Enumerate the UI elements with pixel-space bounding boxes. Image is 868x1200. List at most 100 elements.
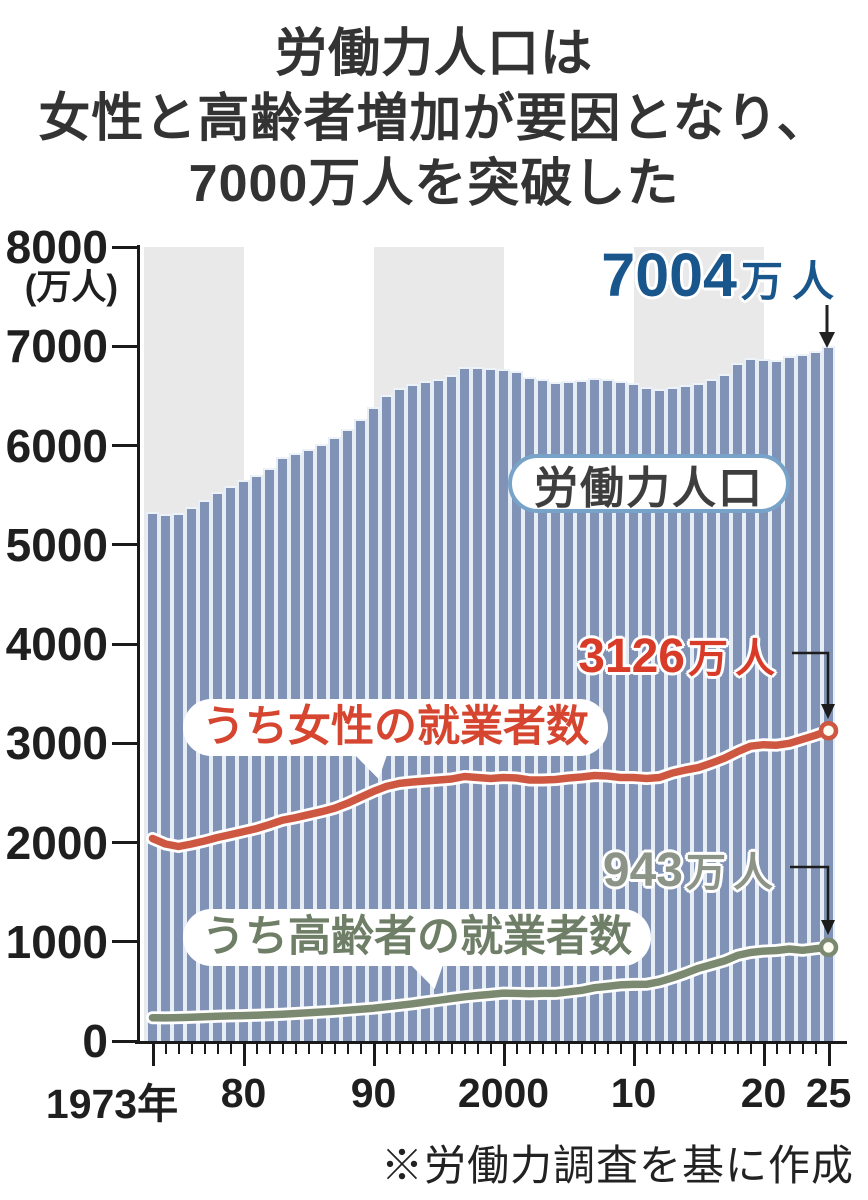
x-axis-tick bbox=[450, 1044, 453, 1054]
labor-force-bar bbox=[757, 359, 770, 1042]
labor-force-bar bbox=[783, 355, 796, 1042]
x-axis-tick bbox=[203, 1044, 206, 1054]
x-axis-tick bbox=[385, 1044, 388, 1054]
x-axis-tick-label: 10 bbox=[610, 1070, 657, 1116]
y-axis-tick-label: 8000 bbox=[5, 221, 108, 273]
x-axis-tick bbox=[593, 1044, 596, 1054]
title-line-2: 女性と高齢者増加が要因となり、 bbox=[38, 90, 830, 148]
peak-value: 7004 bbox=[601, 241, 737, 309]
labor-force-bar bbox=[614, 380, 627, 1042]
x-axis-tick bbox=[619, 1044, 622, 1054]
y-axis-tick bbox=[112, 642, 137, 646]
labor-force-bar bbox=[822, 345, 835, 1042]
y-axis-tick-label: 7000 bbox=[5, 320, 108, 373]
x-axis-tick-label: 90 bbox=[350, 1070, 397, 1116]
labor-force-bar bbox=[146, 512, 159, 1042]
x-axis-tick bbox=[801, 1044, 804, 1054]
x-axis-tick bbox=[697, 1044, 700, 1054]
x-axis-tick bbox=[515, 1044, 518, 1054]
women-value: 3126 bbox=[578, 630, 685, 683]
x-axis-tick bbox=[814, 1044, 817, 1054]
title-line-1: 労働力人口は bbox=[274, 25, 593, 83]
y-axis-tick bbox=[112, 344, 137, 348]
labor-force-bar bbox=[705, 378, 718, 1042]
labor-force-bar bbox=[159, 513, 172, 1042]
labor-force-bar bbox=[809, 350, 822, 1042]
women-series-label: うち女性の就業者数 bbox=[202, 703, 589, 751]
x-axis-tick bbox=[788, 1044, 791, 1054]
x-axis-tick bbox=[827, 1044, 831, 1066]
x-axis-tick bbox=[736, 1044, 739, 1054]
labor-force-bar bbox=[172, 512, 185, 1042]
source-note: ※労働力調査を基に作成 bbox=[380, 1144, 854, 1190]
x-axis-tick bbox=[398, 1044, 401, 1054]
x-axis-tick bbox=[216, 1044, 219, 1054]
elderly-unit: 万人 bbox=[686, 851, 780, 895]
x-axis-tick bbox=[164, 1044, 167, 1054]
x-axis-tick bbox=[554, 1044, 557, 1054]
x-axis-tick bbox=[489, 1044, 492, 1054]
x-axis-tick bbox=[190, 1044, 193, 1054]
x-axis-tick bbox=[177, 1044, 180, 1054]
labor-force-bar bbox=[731, 363, 744, 1042]
x-axis-tick bbox=[541, 1044, 544, 1054]
x-axis-tick bbox=[632, 1044, 636, 1066]
y-axis-tick bbox=[112, 245, 137, 249]
y-axis-tick bbox=[112, 841, 137, 844]
women-series-bubble: うち女性の就業者数 bbox=[183, 699, 608, 756]
y-axis-tick-label: 6000 bbox=[5, 419, 108, 472]
x-axis-tick bbox=[476, 1044, 479, 1054]
x-axis-tick bbox=[281, 1044, 284, 1054]
x-axis-tick bbox=[359, 1044, 362, 1054]
labor-force-bar bbox=[692, 383, 705, 1042]
labor-force-bar bbox=[666, 386, 679, 1042]
x-axis-tick bbox=[606, 1044, 609, 1054]
x-axis-tick bbox=[346, 1044, 349, 1054]
x-axis-tick bbox=[775, 1044, 778, 1054]
x-axis-tick bbox=[671, 1044, 674, 1054]
x-axis-tick bbox=[437, 1044, 440, 1054]
elderly-series-bubble: うち高齢者の就業者数 bbox=[183, 909, 651, 966]
x-axis-tick bbox=[710, 1044, 713, 1054]
y-axis-tick bbox=[112, 741, 137, 745]
labor-force-label-pill: 労働力人口 bbox=[508, 454, 790, 513]
y-axis-tick bbox=[112, 940, 137, 944]
x-axis-tick bbox=[411, 1044, 414, 1054]
labor-force-bar bbox=[744, 357, 757, 1042]
x-axis-tick bbox=[580, 1044, 583, 1054]
x-axis-tick bbox=[424, 1044, 427, 1054]
x-axis-tick-label: 25 bbox=[805, 1070, 852, 1116]
x-axis-tick bbox=[242, 1044, 246, 1066]
y-axis-tick bbox=[112, 543, 137, 547]
y-axis-tick bbox=[112, 1039, 137, 1043]
labor-force-bar bbox=[627, 382, 640, 1042]
labor-force-bar bbox=[796, 353, 809, 1042]
x-axis-tick bbox=[463, 1044, 466, 1054]
y-axis-tick-label: 3000 bbox=[5, 717, 108, 770]
peak-value-callout: 7004 万人 bbox=[601, 240, 843, 310]
x-axis-tick bbox=[645, 1044, 648, 1054]
x-axis-tick bbox=[255, 1044, 258, 1054]
y-axis-tick-label: 4000 bbox=[5, 618, 108, 670]
women-value-callout: 3126 万人 bbox=[578, 626, 782, 684]
x-axis-tick bbox=[151, 1044, 155, 1066]
x-axis-tick bbox=[528, 1044, 531, 1054]
x-axis-tick bbox=[268, 1044, 271, 1054]
x-axis-tick bbox=[658, 1044, 661, 1054]
women-unit: 万人 bbox=[688, 637, 782, 681]
x-axis-tick-label: 1973年 bbox=[45, 1081, 179, 1127]
y-axis-tick bbox=[112, 444, 137, 447]
peak-unit: 万人 bbox=[740, 258, 843, 305]
elderly-value-callout: 943 万人 bbox=[603, 840, 780, 898]
y-axis-line bbox=[137, 245, 140, 1044]
x-axis-tick bbox=[684, 1044, 687, 1054]
x-axis-tick-label: 2000 bbox=[457, 1070, 550, 1116]
labor-force-bar bbox=[653, 389, 666, 1042]
title-line-3: 7000万人を突破した bbox=[188, 155, 680, 213]
x-axis-tick-label: 20 bbox=[740, 1070, 787, 1116]
labor-force-bar bbox=[640, 386, 653, 1042]
labor-force-bar bbox=[770, 360, 783, 1042]
x-axis-tick bbox=[333, 1044, 336, 1054]
x-axis-tick-label: 80 bbox=[220, 1070, 267, 1116]
